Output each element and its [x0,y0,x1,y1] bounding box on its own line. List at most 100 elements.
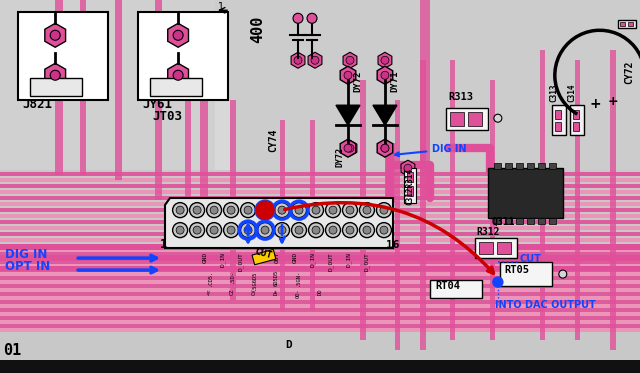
Bar [0,304,640,308]
Text: JY61: JY61 [142,98,172,111]
Bar [80,0,86,175]
Circle shape [207,223,221,238]
Circle shape [380,206,388,214]
Polygon shape [343,140,357,156]
Text: Q311: Q311 [492,217,515,227]
Bar [628,22,633,26]
Bar [230,100,236,300]
Bar [0,284,640,288]
Circle shape [311,56,319,64]
Bar [0,312,640,316]
Circle shape [257,223,273,238]
Circle shape [363,206,371,214]
Bar [252,250,276,265]
Bar [479,242,493,254]
Circle shape [227,206,235,214]
Bar [0,280,640,284]
Text: DD: DD [317,288,323,295]
Text: D_IN: D_IN [220,252,226,267]
Text: .CD5.: .CD5. [207,270,212,286]
Polygon shape [373,105,397,125]
Text: .5G6D5: .5G6D5 [252,270,257,289]
Circle shape [278,206,286,214]
Circle shape [342,223,358,238]
Circle shape [380,226,388,234]
Bar [573,110,579,119]
Bar [0,208,640,212]
Bar [0,232,640,236]
Bar [0,268,640,272]
Circle shape [189,203,205,217]
Text: <<: << [207,288,212,295]
Circle shape [261,206,269,214]
Circle shape [193,226,201,234]
Circle shape [308,223,323,238]
Circle shape [244,226,252,234]
Text: DY72: DY72 [353,71,362,92]
Text: C313: C313 [550,84,559,102]
Text: DIG IN: DIG IN [5,248,47,261]
Bar [155,0,162,200]
Circle shape [50,70,60,80]
Bar [404,168,416,203]
Bar [407,186,413,196]
Bar [527,163,534,169]
Text: D_IN: D_IN [310,252,316,267]
Text: OD-: OD- [296,288,301,298]
Circle shape [207,203,221,217]
Circle shape [381,71,389,79]
Circle shape [173,203,188,217]
Circle shape [189,223,205,238]
Circle shape [257,203,273,217]
Text: DY71: DY71 [390,71,399,92]
Polygon shape [343,52,357,68]
Text: DY72: DY72 [336,147,345,167]
Polygon shape [378,140,392,156]
Circle shape [381,144,389,152]
Text: C312R314: C312R314 [405,168,414,205]
Bar [620,22,625,26]
Circle shape [176,226,184,234]
Bar [494,163,501,169]
Bar [555,110,561,119]
Circle shape [210,226,218,234]
Text: CV: CV [252,288,257,295]
Circle shape [559,270,567,278]
Circle shape [376,203,392,217]
Circle shape [381,144,389,152]
Circle shape [346,226,354,234]
Text: D: D [285,340,292,350]
Text: OPT IN: OPT IN [5,260,51,273]
Circle shape [381,56,389,64]
Circle shape [173,70,183,80]
Text: CUT: CUT [520,254,541,264]
Bar [215,0,415,100]
Text: D_IN: D_IN [346,252,352,267]
Bar [0,320,640,324]
Polygon shape [377,139,393,157]
Text: D_OUT: D_OUT [328,252,334,271]
Bar [497,242,511,254]
Text: RT05: RT05 [505,265,530,275]
Bar [450,60,455,340]
Bar [0,256,640,260]
Circle shape [278,226,286,234]
Text: .5D-: .5D- [230,270,235,283]
Bar [549,163,556,169]
Bar [0,316,640,320]
Circle shape [329,226,337,234]
Text: IN: IN [257,252,262,260]
Circle shape [342,203,358,217]
Bar [0,170,640,360]
Bar [150,78,202,96]
Bar [540,50,545,340]
Bar [0,0,230,200]
Bar [0,248,640,252]
Circle shape [307,13,317,23]
Bar [538,218,545,224]
Polygon shape [168,63,189,87]
Circle shape [256,201,274,219]
Circle shape [210,206,218,214]
Circle shape [295,226,303,234]
Circle shape [329,206,337,214]
